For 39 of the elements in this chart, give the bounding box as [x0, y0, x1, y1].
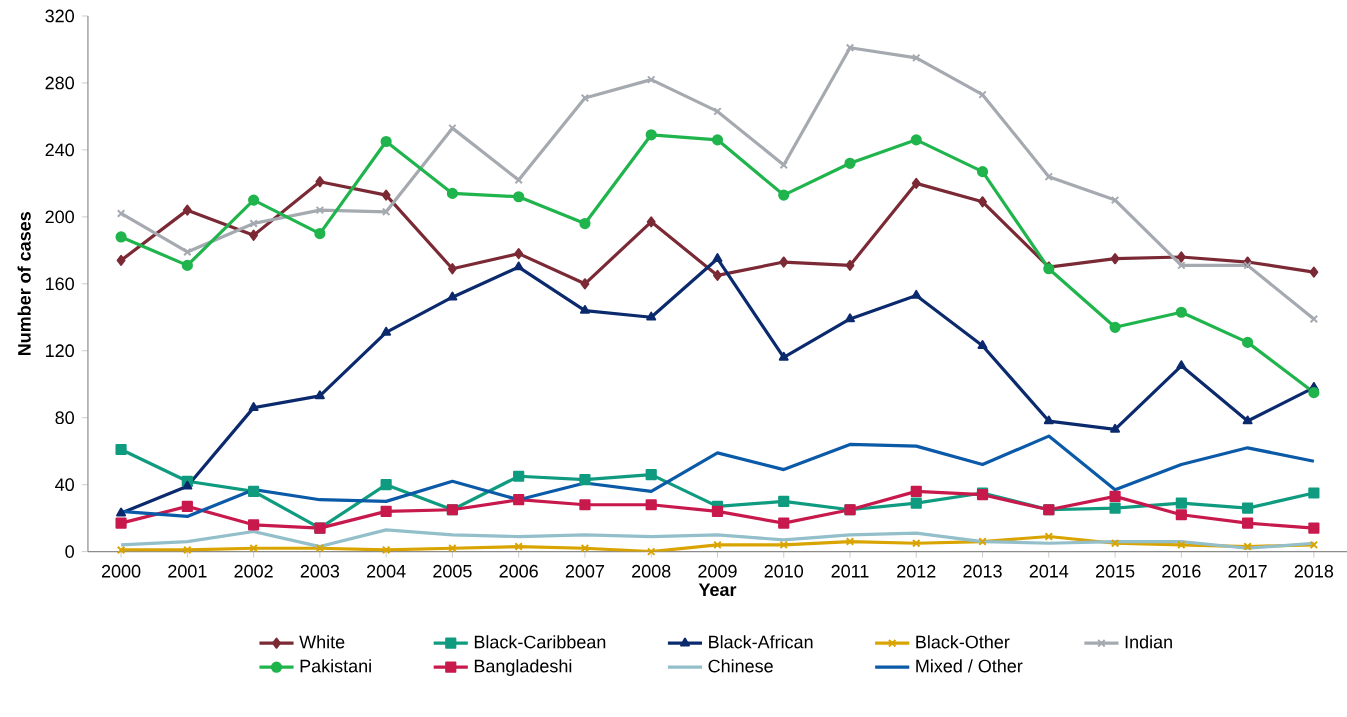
legend-label: Black-Caribbean	[474, 634, 606, 649]
x-tick-label: 2005	[433, 564, 472, 578]
y-tick-label: 40	[55, 478, 74, 491]
legend-label: Chinese	[708, 658, 773, 673]
x-tick-label: 2017	[1228, 564, 1267, 578]
x-tick-label: 2000	[101, 564, 141, 578]
legend-label: Black-African	[709, 634, 813, 649]
y-tick-label: 160	[46, 277, 74, 290]
legend-label: Pakistani	[300, 658, 371, 673]
legend-label: Black-Other	[916, 634, 1010, 649]
x-tick-label: 2016	[1162, 564, 1201, 578]
x-tick-label: 2002	[234, 564, 273, 578]
x-tick-label: 2006	[499, 564, 538, 578]
x-tick-label: 2010	[764, 564, 804, 578]
x-tick-label: 2011	[831, 564, 869, 578]
y-tick-label: 120	[46, 344, 74, 357]
legend-label: Bangladeshi	[474, 658, 572, 676]
x-tick-label: 2009	[698, 564, 737, 578]
x-axis-title: Year	[698, 583, 737, 596]
x-tick-label: 2018	[1294, 564, 1334, 578]
y-tick-label: 0	[65, 544, 74, 558]
legend-label: White	[299, 634, 345, 649]
legend-label: Mixed / Other	[916, 658, 1023, 673]
y-tick-label: 280	[45, 76, 74, 90]
x-tick-label: 2013	[963, 564, 1002, 578]
x-tick-label: 2014	[1029, 564, 1069, 578]
x-tick-label: 2007	[565, 564, 605, 578]
y-tick-label: 80	[55, 411, 74, 424]
y-tick-label: 320	[45, 9, 74, 23]
legend-label: Indian	[1125, 634, 1172, 649]
y-axis-title: Number of cases	[17, 211, 31, 355]
y-tick-label: 240	[45, 143, 74, 157]
x-tick-label: 2001	[168, 564, 207, 578]
x-tick-label: 2003	[300, 564, 340, 578]
x-tick-label: 2008	[632, 564, 671, 578]
y-tick-label: 200	[45, 210, 74, 223]
x-tick-label: 2015	[1095, 564, 1135, 578]
x-tick-label: 2004	[367, 564, 406, 578]
x-tick-label: 2012	[897, 564, 936, 578]
